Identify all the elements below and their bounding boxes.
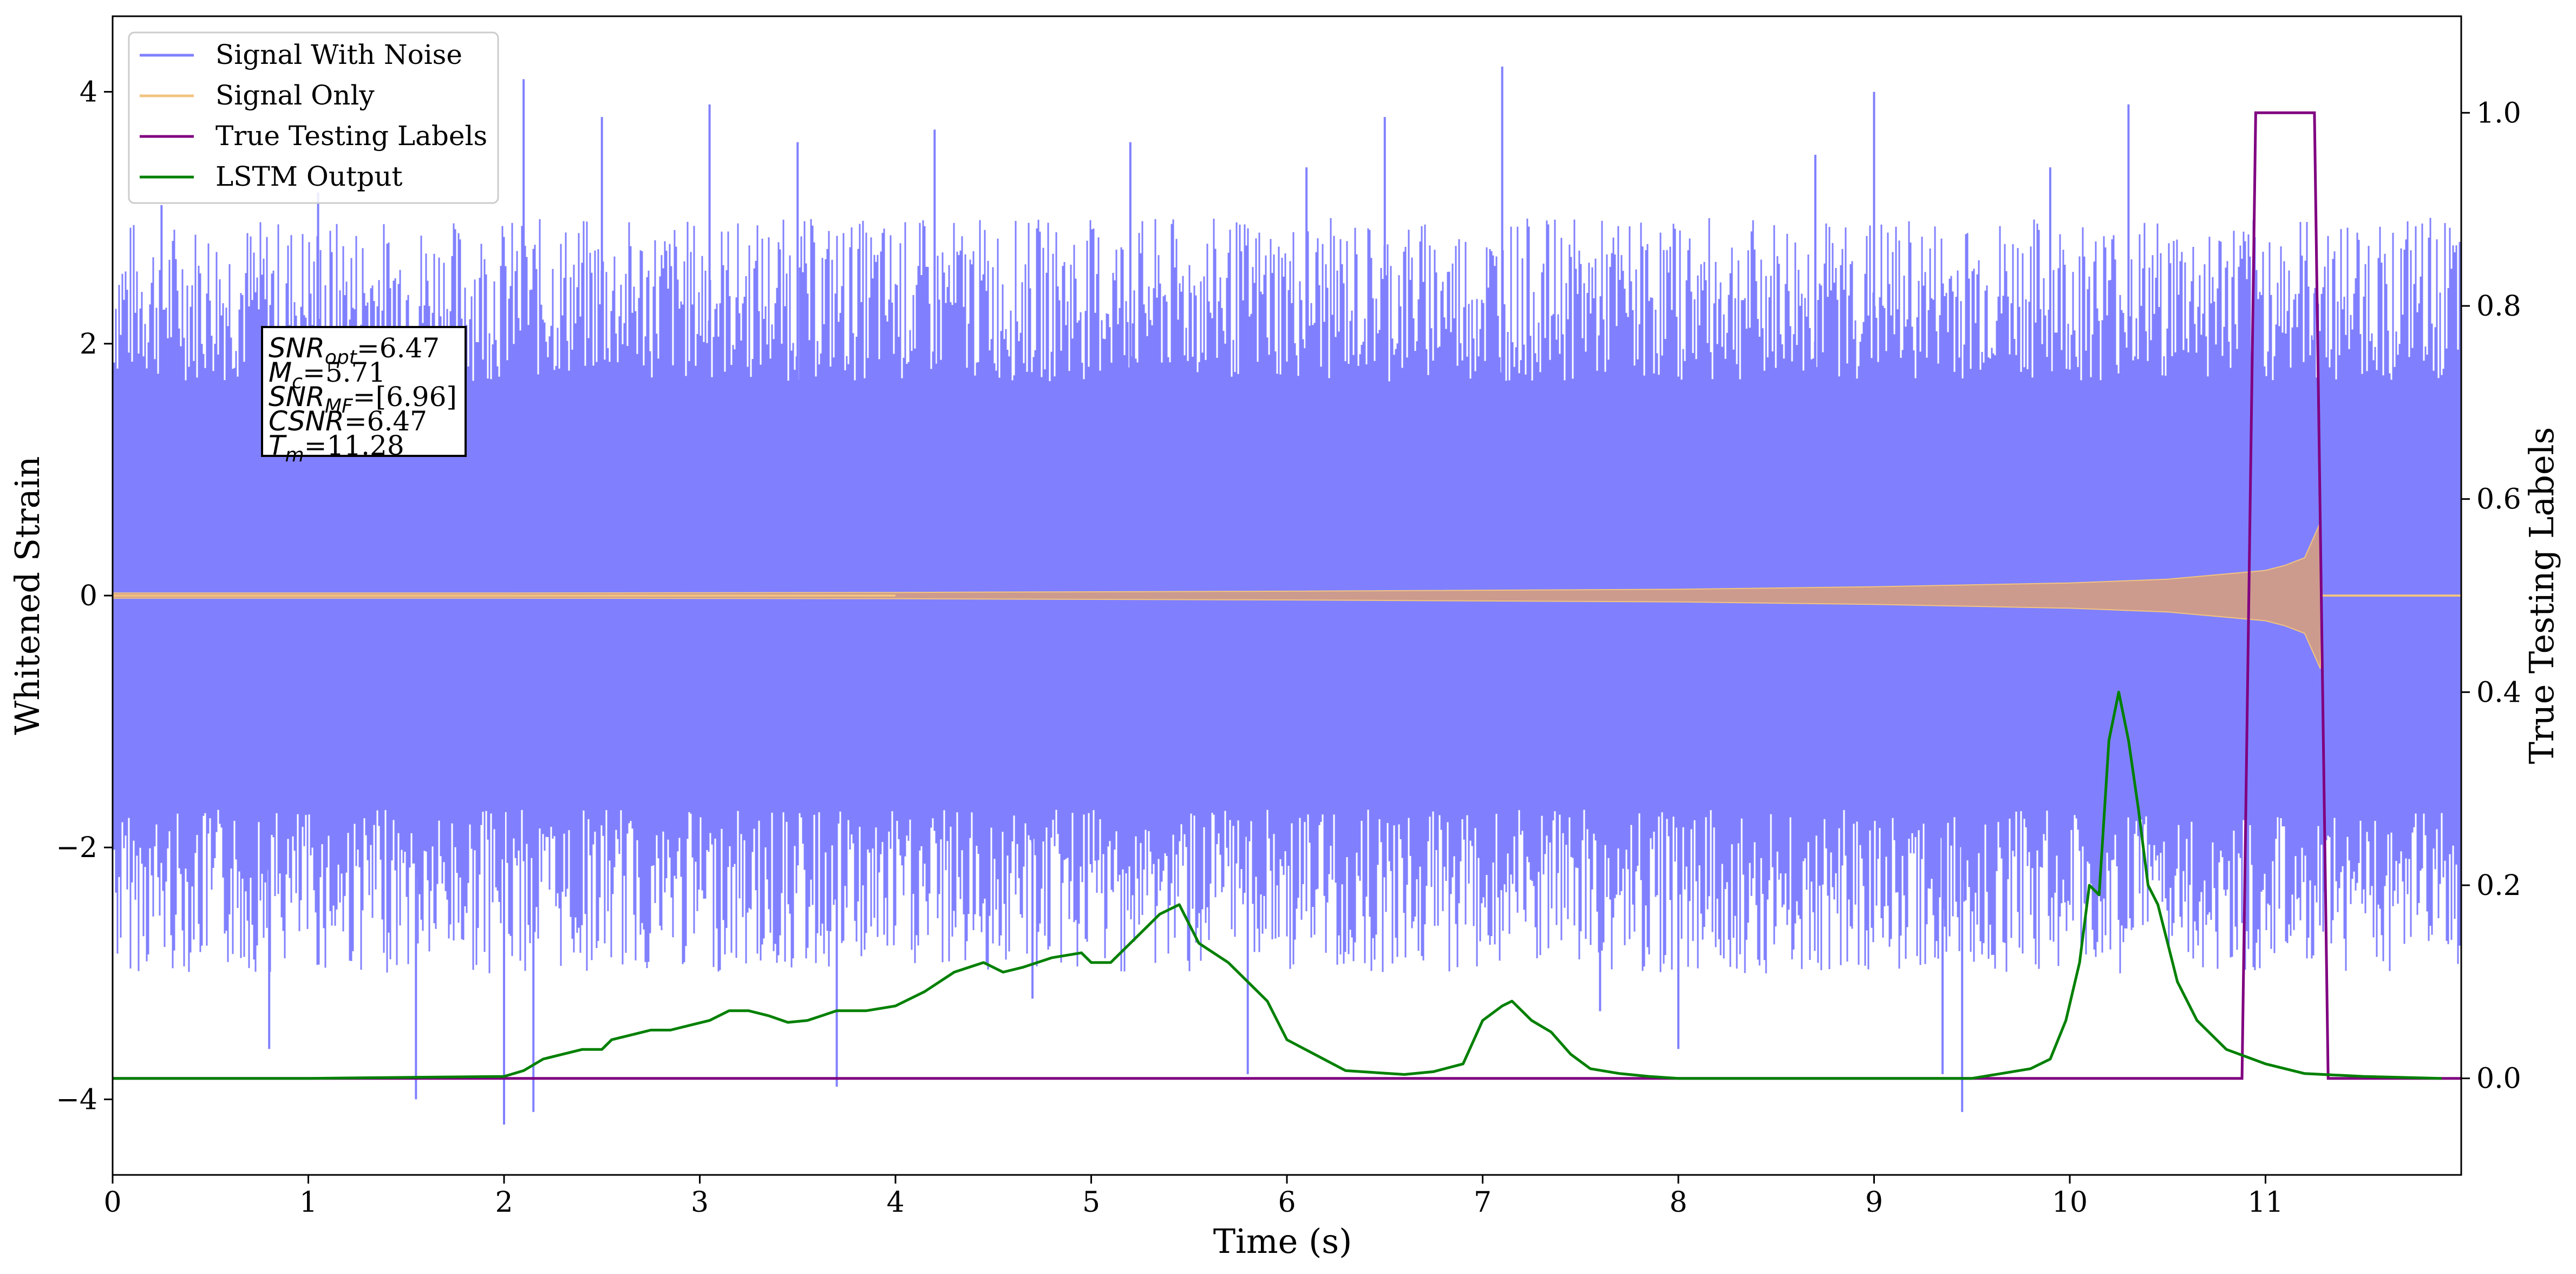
x-tick-label: 0: [103, 1186, 121, 1219]
x-axis-label: Time (s): [1213, 1221, 1352, 1261]
x-axis-ticks: 0 1 2 3 4 5 6 7 8 9 10 11: [103, 1175, 2284, 1219]
signal-only-layer: [113, 522, 2461, 669]
left-y-tick-label: −2: [56, 832, 97, 864]
annotation-frame: [261, 326, 467, 457]
legend-entry-lstm-output: LSTM Output: [140, 161, 402, 192]
left-y-tick-label: −4: [56, 1083, 97, 1116]
x-tick-label: 1: [299, 1186, 317, 1219]
legend-label-signal-only: Signal Only: [215, 80, 375, 111]
annotation-line: Mc=5.71: [269, 357, 385, 393]
x-tick-label: 5: [1082, 1186, 1100, 1219]
legend-entry-signal-only: Signal Only: [140, 80, 375, 111]
right-y-tick-label: 0.8: [2476, 290, 2521, 323]
x-tick-label: 4: [886, 1186, 904, 1219]
x-tick-label: 2: [495, 1186, 513, 1219]
left-y-tick-label: 4: [80, 76, 97, 109]
plot-area: [113, 67, 2461, 1125]
left-y-tick-label: 2: [80, 328, 97, 361]
lstm-output-layer: [113, 690, 2442, 1080]
right-y-tick-label: 0.6: [2476, 484, 2521, 516]
x-tick-label: 10: [2052, 1186, 2088, 1219]
legend-entry-true-testing-labels: True Testing Labels: [140, 120, 487, 152]
x-tick-label: 6: [1278, 1186, 1296, 1219]
legend-label-true-testing-labels: True Testing Labels: [215, 120, 487, 152]
left-y-axis-ticks: −4 −2 0 2 4: [56, 76, 113, 1116]
left-y-axis-label: Whitened Strain: [8, 456, 47, 735]
annotation-line: SNRopt=6.47: [269, 332, 440, 369]
x-tick-label: 9: [1865, 1186, 1883, 1219]
legend-box: [128, 31, 499, 204]
legend: Signal With Noise Signal Only True Testi…: [128, 31, 499, 204]
x-tick-label: 7: [1474, 1186, 1492, 1219]
lstm-output-line: [113, 690, 2442, 1080]
left-y-tick-label: 0: [80, 580, 97, 612]
annotation-line: CSNR=6.47: [269, 406, 427, 437]
annotation-line: SNRMF=[6.96]: [269, 381, 457, 417]
legend-entry-signal-with-noise: Signal With Noise: [140, 39, 462, 70]
right-y-axis-ticks: 0.0 0.2 0.4 0.6 0.8 1.0: [2461, 97, 2521, 1095]
parameter-annotation-box: SNRopt=6.47Mc=5.71SNRMF=[6.96]CSNR=6.47T…: [261, 326, 467, 466]
x-tick-label: 11: [2247, 1186, 2283, 1219]
right-y-tick-label: 0.4: [2476, 676, 2521, 709]
right-y-tick-label: 0.2: [2476, 870, 2521, 902]
right-y-tick-label: 0.0: [2476, 1063, 2521, 1095]
legend-label-signal-with-noise: Signal With Noise: [215, 39, 462, 70]
x-tick-label: 3: [691, 1186, 709, 1219]
right-y-tick-label: 1.0: [2476, 97, 2521, 129]
annotation-line: Tm=11.28: [269, 430, 404, 466]
right-y-axis-label: True Testing Labels: [2522, 427, 2561, 765]
x-tick-label: 8: [1669, 1186, 1687, 1219]
legend-label-lstm-output: LSTM Output: [215, 161, 402, 192]
